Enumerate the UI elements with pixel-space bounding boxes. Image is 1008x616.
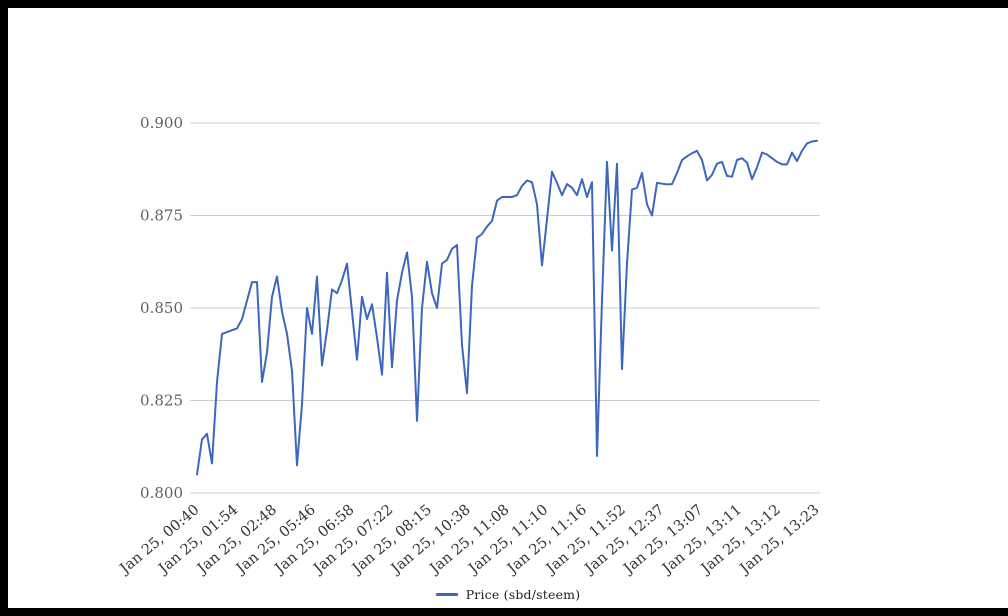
y-tick-label: 0.875 [140,207,183,225]
y-tick-label: 0.825 [140,392,183,410]
price-series-line [196,139,818,476]
gridlines [190,122,820,494]
legend-line-swatch [435,592,458,596]
y-tick-label: 0.850 [140,299,183,317]
chart-legend: Price (sbd/steem) [8,584,1008,604]
price-line-chart: 0.800 0.825 0.850 0.875 0.900 Jan 25, 00:40Ja… [116,114,823,578]
y-tick-label: 0.900 [140,114,183,132]
legend-label: Price (sbd/steem) [465,586,581,602]
chart-canvas: 0.800 0.825 0.850 0.875 0.900 Jan 25, 00:40 Ja… [8,8,1008,608]
y-tick-label: 0.800 [140,484,183,502]
y-axis-labels: 0.800 0.825 0.850 0.875 0.900 [140,114,183,502]
